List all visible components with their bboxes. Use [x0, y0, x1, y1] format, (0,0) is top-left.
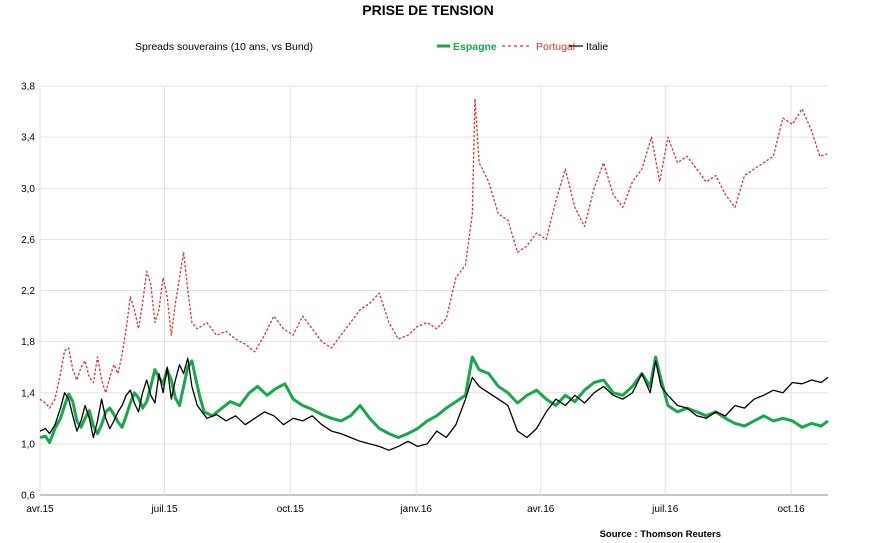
x-tick-label: juil.15 — [150, 504, 178, 515]
y-axis: 0,6 1,0 1,4 1,8 2,2 2,6 3,0 3,4 3,8 — [21, 82, 35, 502]
source-note: Source : Thomson Reuters — [600, 529, 721, 540]
series-line-italie — [39, 357, 829, 451]
series-line-espagne — [39, 355, 829, 445]
chart-title: PRISE DE TENSION — [362, 2, 493, 18]
y-tick-label: 3,0 — [21, 184, 35, 195]
y-tick-label: 2,2 — [21, 286, 35, 297]
legend-label-espagne: Espagne — [453, 41, 497, 53]
series-line-portugal — [39, 98, 829, 409]
legend: Espagne Portugal Italie — [437, 41, 608, 53]
x-tick-label: avr.16 — [527, 504, 555, 515]
x-axis: avr.15 juil.15 oct.15 janv.16 avr.16 juil.16 o… — [26, 504, 805, 515]
grid — [39, 85, 828, 496]
y-tick-label: 3,8 — [21, 82, 35, 93]
y-tick-label: 2,6 — [21, 235, 35, 246]
legend-label-portugal: Portugal — [536, 41, 575, 53]
y-tick-label: 0,6 — [21, 491, 35, 502]
y-tick-label: 3,4 — [21, 133, 35, 144]
chart-subtitle: Spreads souverains (10 ans, vs Bund) — [135, 41, 313, 53]
legend-label-italie: Italie — [586, 41, 608, 53]
x-tick-label: avr.15 — [26, 504, 54, 515]
x-tick-label: juil.16 — [651, 504, 679, 515]
series-layer — [39, 98, 829, 451]
y-tick-label: 1,0 — [21, 439, 35, 450]
x-tick-label: oct.15 — [277, 504, 305, 515]
y-tick-label: 1,4 — [21, 388, 35, 399]
y-tick-label: 1,8 — [21, 337, 35, 348]
x-tick-label: janv.16 — [399, 504, 432, 515]
x-tick-label: oct.16 — [777, 504, 805, 515]
